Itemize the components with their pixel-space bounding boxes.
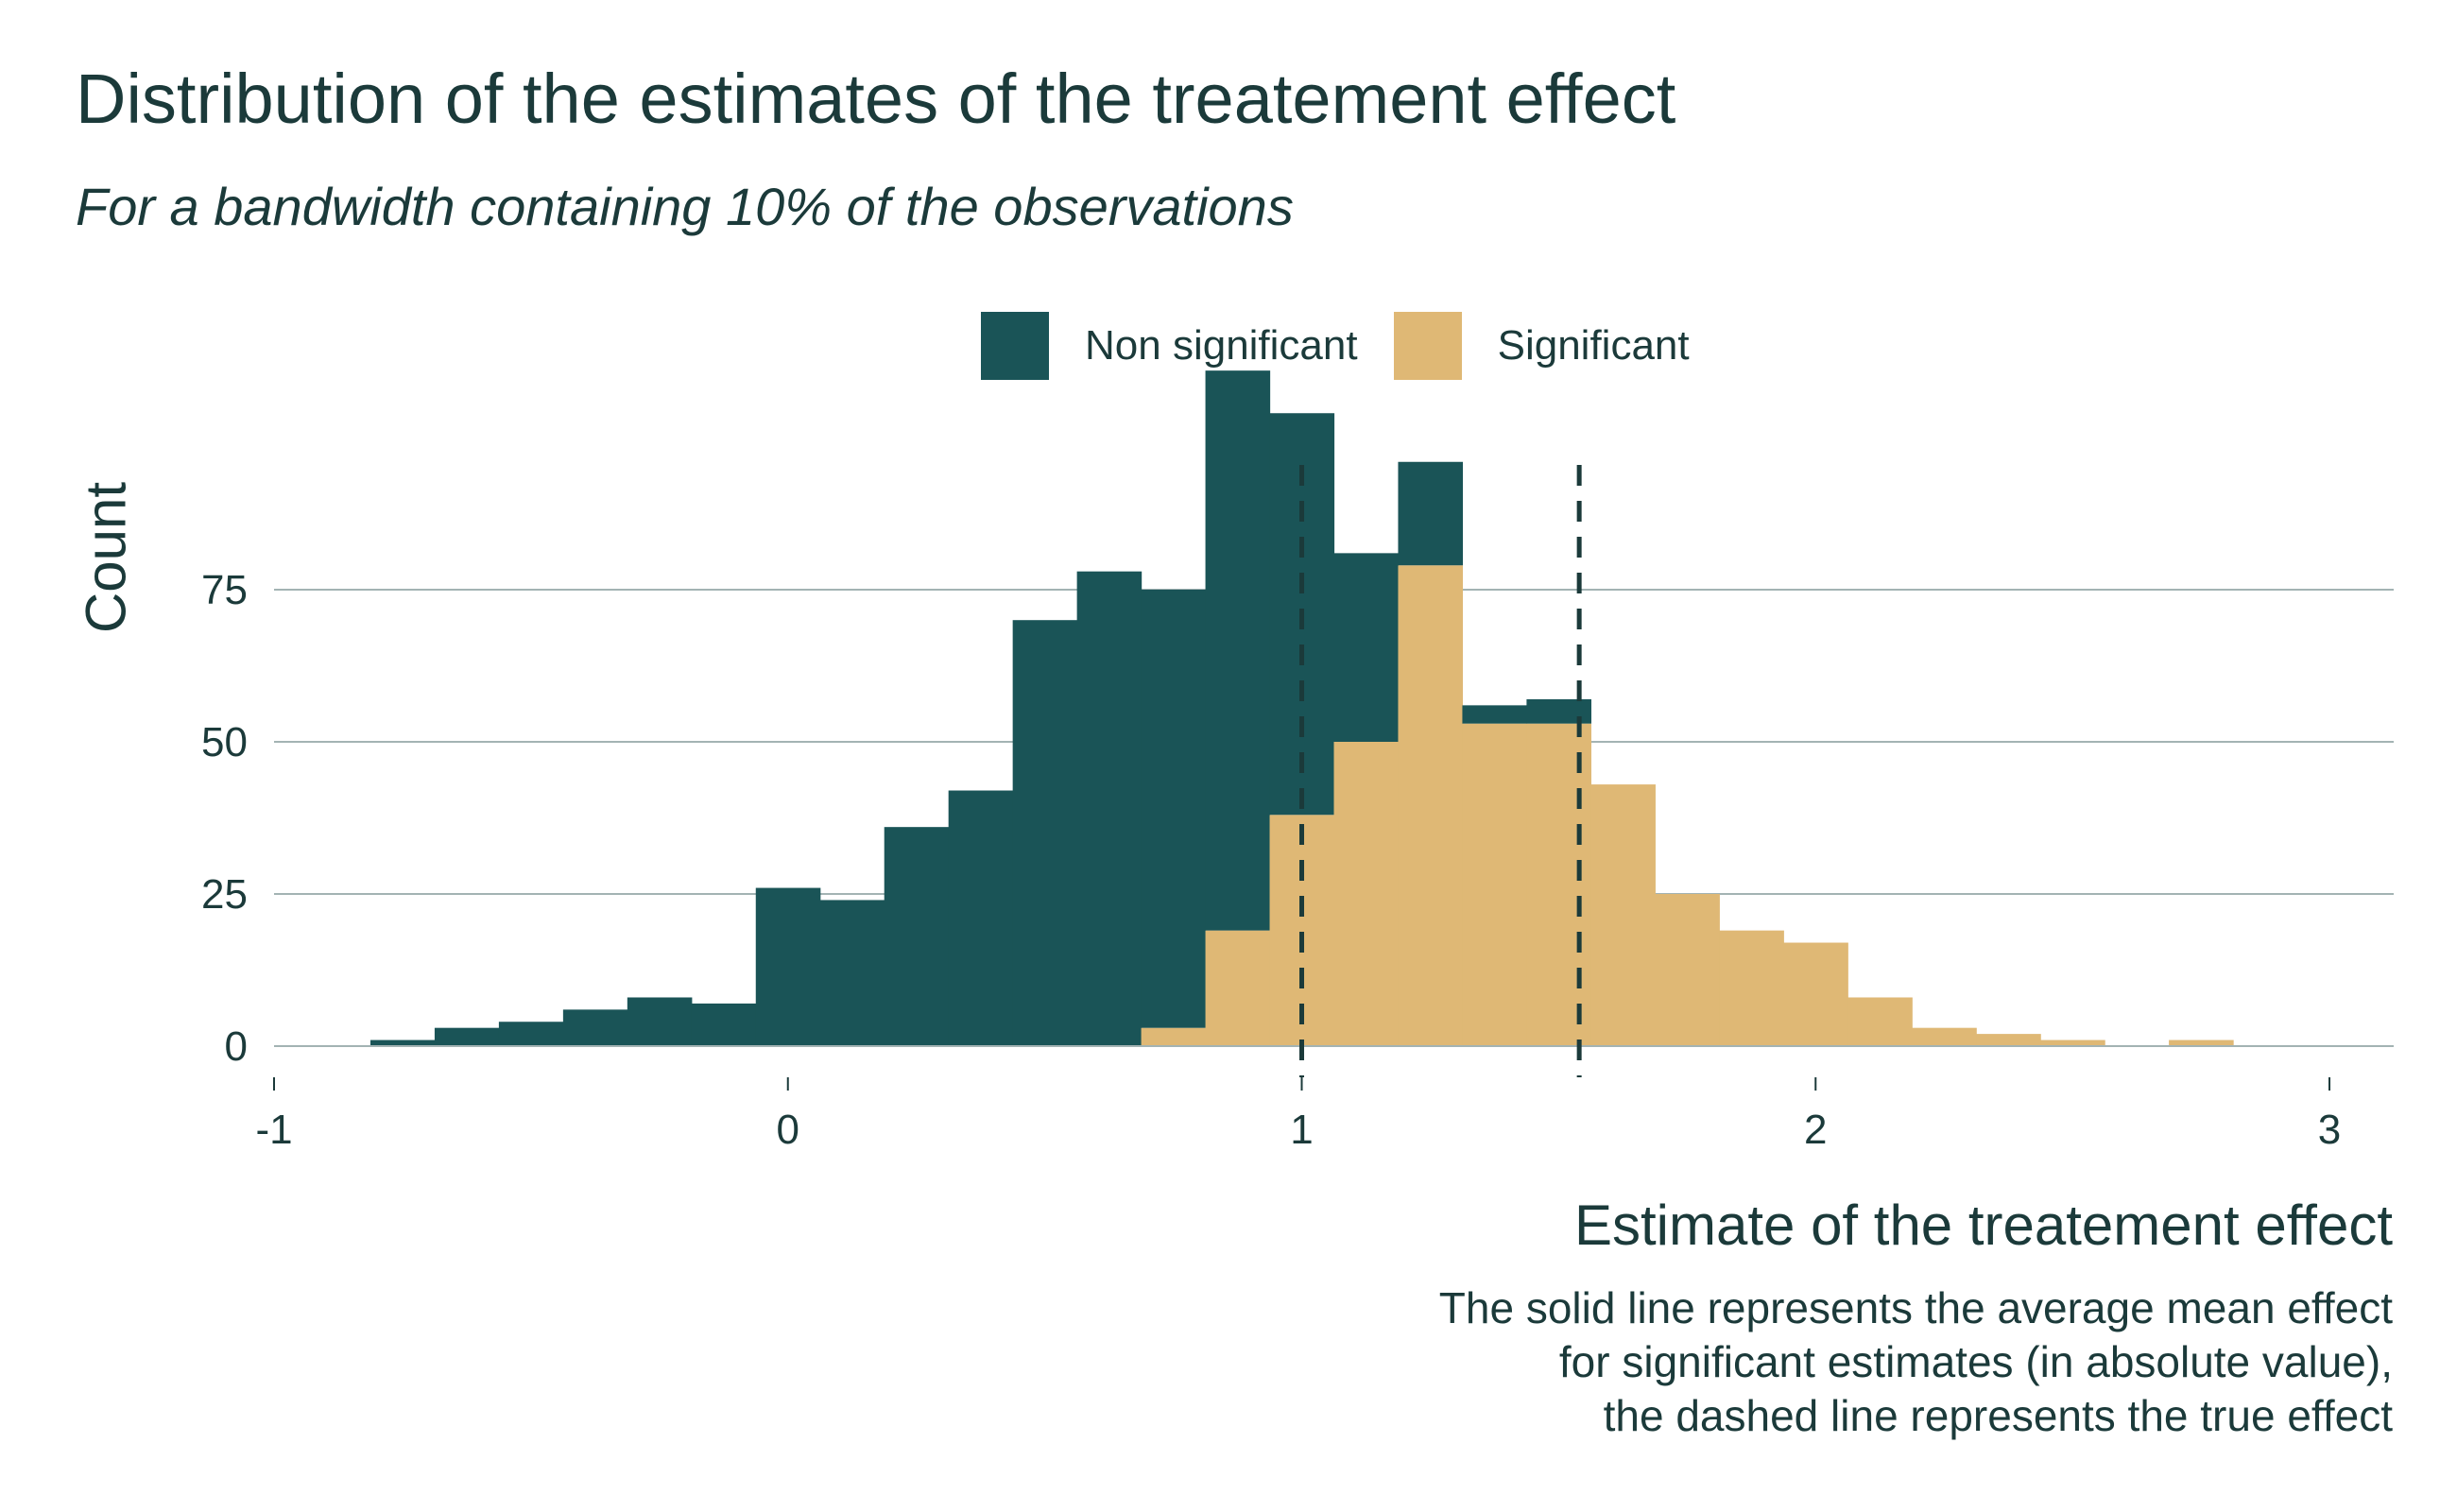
- caption-line-2: for significant estimates (in absolute v…: [1558, 1337, 2393, 1386]
- bar-non-significant-18: [1526, 698, 1591, 724]
- bar-significant-22: [1783, 942, 1848, 1046]
- bar-non-significant-8: [884, 827, 950, 1046]
- legend-label-significant: Significant: [1497, 322, 1690, 369]
- bar-significant-17: [1462, 723, 1528, 1046]
- y-tick-label-2: 50: [201, 719, 248, 765]
- bar-significant-16: [1398, 565, 1464, 1046]
- bar-significant-28: [2169, 1040, 2234, 1046]
- bar-non-significant-3: [562, 1009, 628, 1046]
- bar-significant-12: [1141, 1027, 1207, 1046]
- chart-title: Distribution of the estimates of the tre…: [76, 60, 1676, 138]
- bar-non-significant-16: [1398, 461, 1464, 566]
- bar-non-significant-6: [755, 887, 821, 1046]
- x-axis-label: Estimate of the treatement effect: [1573, 1194, 2393, 1257]
- bar-non-significant-0: [369, 1040, 436, 1046]
- legend-item-non-significant: Non significant: [981, 312, 1358, 380]
- bar-significant-24: [1912, 1027, 1977, 1046]
- legend-item-significant: Significant: [1393, 312, 1690, 380]
- y-tick-label-0: 0: [225, 1023, 248, 1070]
- x-tick-label-2: 1: [1290, 1107, 1313, 1153]
- bar-significant-26: [2040, 1040, 2105, 1046]
- bar-non-significant-2: [498, 1022, 564, 1046]
- chart-caption: The solid line represents the average me…: [1439, 1281, 2393, 1443]
- y-tick-label-1: 25: [201, 871, 248, 918]
- bar-non-significant-9: [948, 790, 1014, 1046]
- x-tick-label-0: -1: [255, 1107, 292, 1153]
- bar-non-significant-13: [1205, 370, 1271, 931]
- bar-significant-20: [1655, 894, 1720, 1046]
- legend-swatch-non-significant: [981, 312, 1049, 380]
- bar-non-significant-17: [1462, 705, 1528, 724]
- bar-non-significant-12: [1141, 590, 1207, 1028]
- caption-line-1: The solid line represents the average me…: [1438, 1283, 2393, 1332]
- legend: Non significant Significant: [981, 312, 1726, 380]
- bar-significant-13: [1205, 930, 1271, 1046]
- bar-non-significant-11: [1076, 571, 1143, 1046]
- legend-swatch-significant: [1393, 312, 1462, 380]
- bar-non-significant-4: [627, 997, 693, 1046]
- x-tick-label-3: 2: [1804, 1107, 1827, 1153]
- caption-line-3: the dashed line represents the true effe…: [1603, 1391, 2393, 1440]
- bar-non-significant-15: [1333, 553, 1400, 742]
- bar-non-significant-5: [691, 1003, 757, 1046]
- bar-non-significant-10: [1012, 620, 1078, 1046]
- legend-label-non-significant: Non significant: [1085, 322, 1358, 369]
- bar-non-significant-1: [434, 1027, 500, 1046]
- x-tick-label-1: 0: [777, 1107, 799, 1153]
- bar-significant-21: [1719, 930, 1784, 1046]
- chart-subtitle: For a bandwidth containing 10% of the ob…: [76, 177, 1294, 236]
- bar-significant-15: [1333, 742, 1400, 1046]
- y-tick-label-3: 75: [201, 567, 248, 613]
- bar-significant-18: [1526, 723, 1591, 1046]
- bar-significant-19: [1590, 784, 1656, 1046]
- x-tick-label-4: 3: [2318, 1107, 2341, 1153]
- bar-significant-23: [1847, 997, 1913, 1046]
- bar-non-significant-7: [819, 900, 885, 1046]
- bar-significant-25: [1976, 1034, 2041, 1046]
